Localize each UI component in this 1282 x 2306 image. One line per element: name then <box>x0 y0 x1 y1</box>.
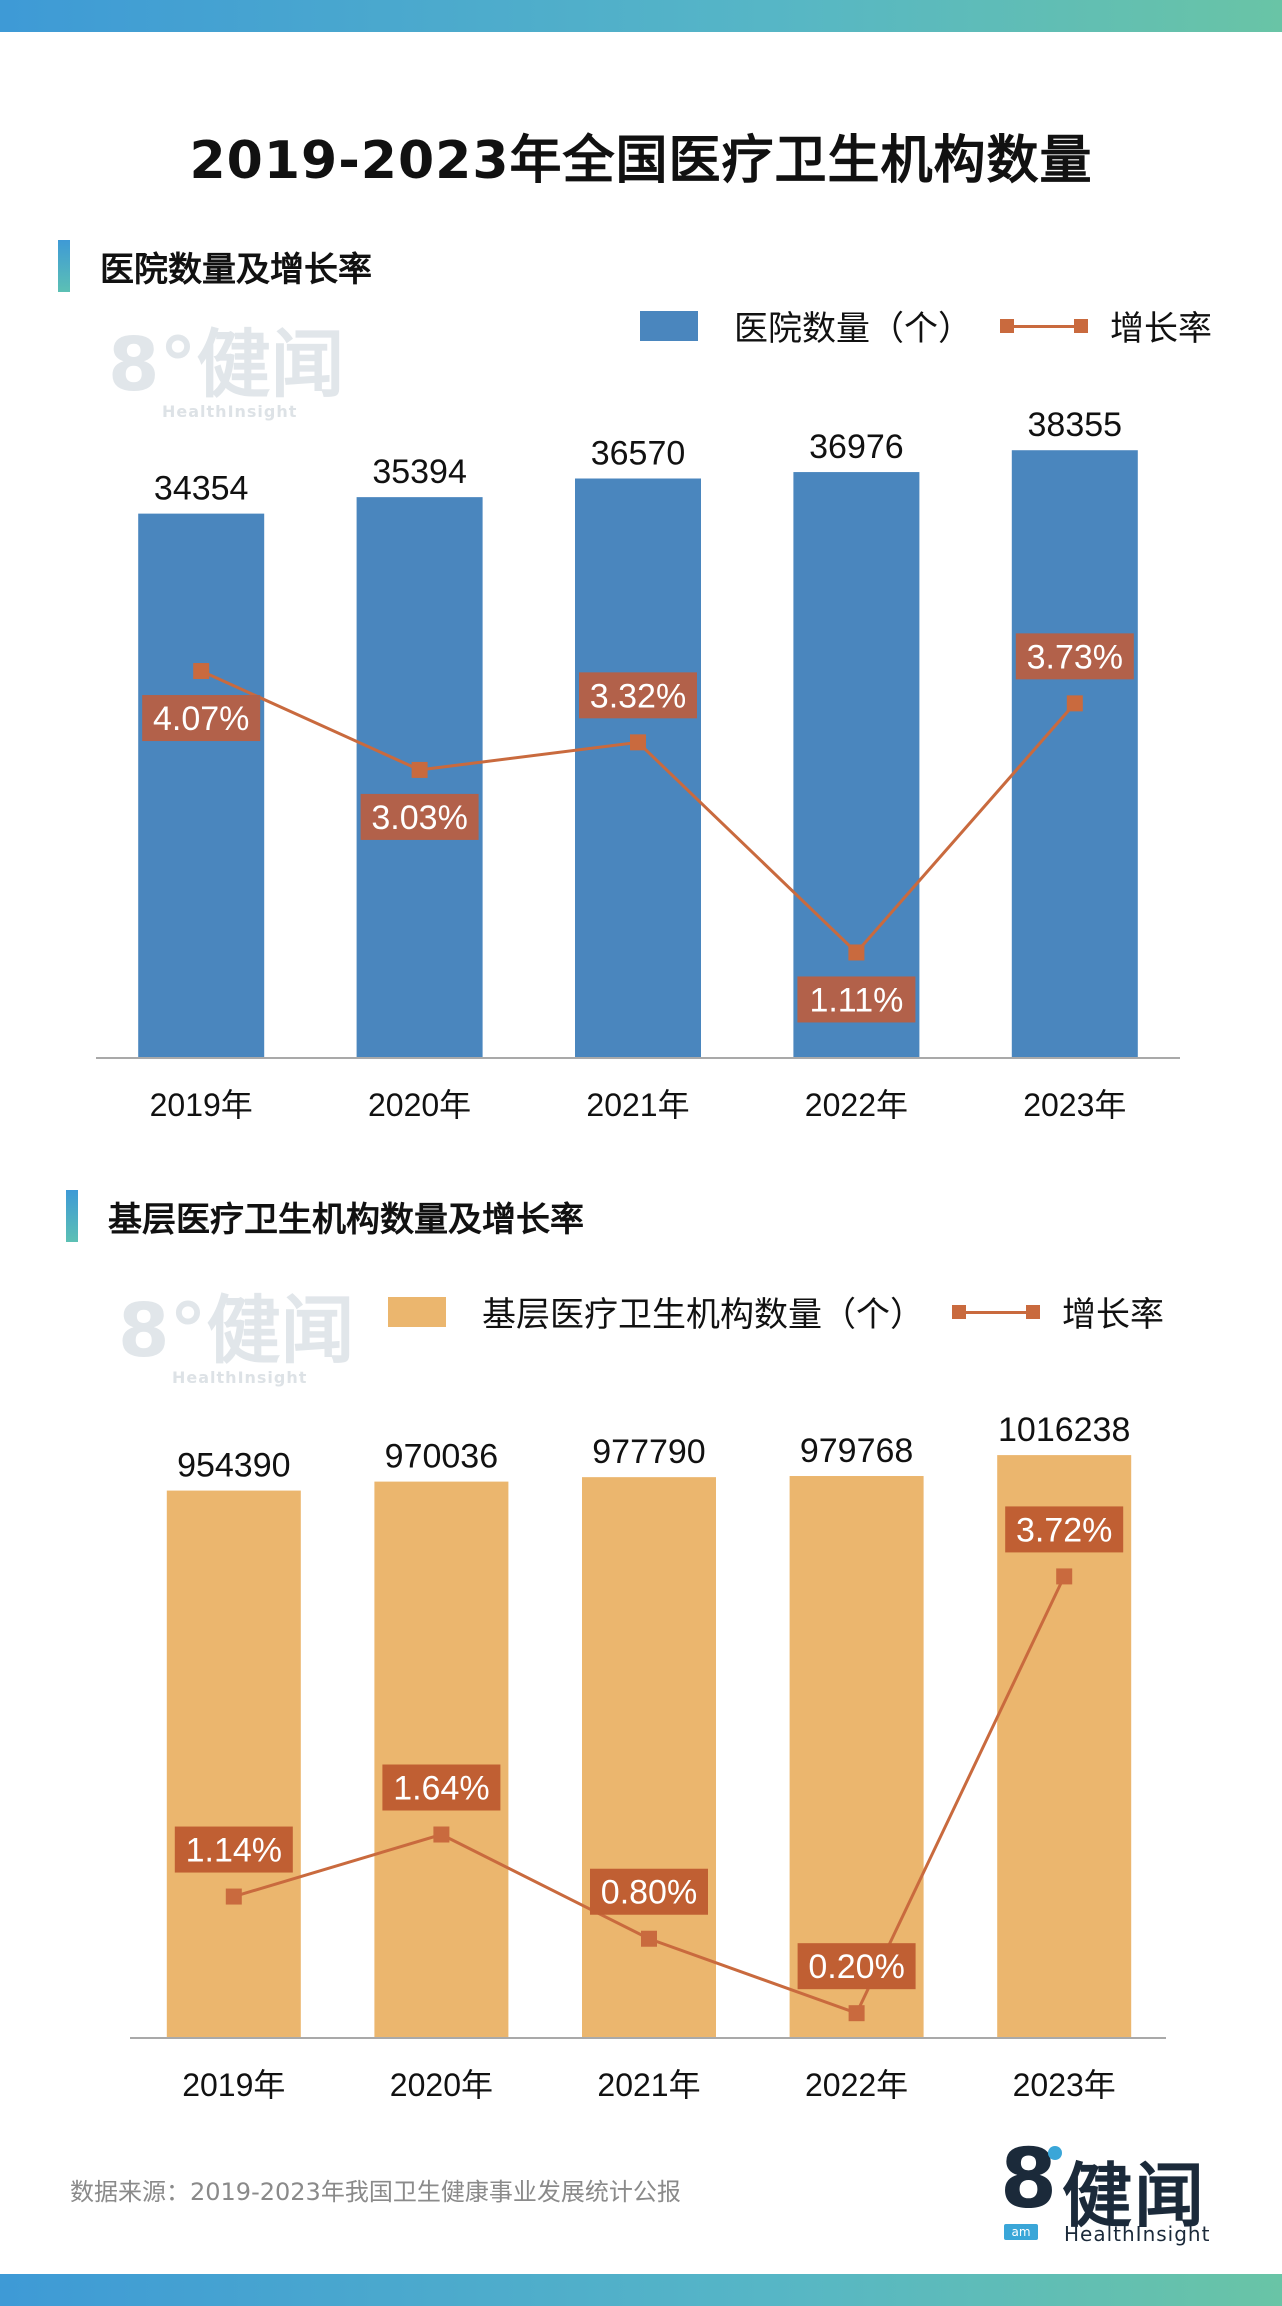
growth-rate-marker <box>1056 1568 1073 1585</box>
section-title-hospitals: 医院数量及增长率 <box>100 249 372 290</box>
growth-rate-label-box <box>360 793 479 840</box>
section-accent-bar <box>66 1190 78 1242</box>
growth-rate-marker <box>630 734 646 751</box>
x-tick-label: 2019年 <box>182 2067 285 2103</box>
legend-line-key <box>952 1302 1040 1322</box>
section-header-primary-care: 基层医疗卫生机构数量及增长率 <box>66 1190 584 1242</box>
logo-text: 健闻 <box>1062 2155 1206 2237</box>
logo-am-badge: am <box>1004 2224 1038 2240</box>
bar-value-label: 34354 <box>154 470 249 508</box>
growth-rate-label: 3.72% <box>1016 1511 1112 1549</box>
growth-rate-label: 4.07% <box>153 700 249 738</box>
watermark-logo: 8°健闻 HealthInsight <box>108 328 345 421</box>
growth-rate-label: 1.14% <box>186 1832 282 1870</box>
watermark-subtext: HealthInsight <box>162 402 298 421</box>
bar-value-label: 35394 <box>372 453 467 491</box>
bar <box>1011 450 1138 1058</box>
watermark-text: 8°健闻 <box>118 1288 355 1374</box>
growth-rate-label-box <box>382 1764 501 1811</box>
brand-logo: 8 健闻 am HealthInsight <box>1000 2132 1230 2246</box>
bar-value-label: 970036 <box>385 1438 498 1476</box>
bar <box>374 1481 509 2038</box>
legend-label-line: 增长率 <box>1110 309 1212 349</box>
section-title-primary-care: 基层医疗卫生机构数量及增长率 <box>108 1199 584 1240</box>
x-tick-label: 2021年 <box>597 2067 700 2103</box>
legend-label-line: 增长率 <box>1062 1295 1164 1335</box>
growth-rate-label-box <box>142 695 261 742</box>
bar-value-label: 977790 <box>592 1433 705 1471</box>
section-accent-bar <box>58 240 70 292</box>
watermark-logo: 8°健闻 HealthInsight <box>118 1294 355 1387</box>
growth-rate-marker <box>193 663 210 680</box>
primary-care-chart: 954390 2019年 970036 2020年 977790 2021年 979768 2… <box>130 1411 1166 2103</box>
legend-swatch-bar <box>388 1296 446 1327</box>
growth-rate-label: 0.20% <box>808 1948 904 1986</box>
growth-rate-marker <box>848 944 865 961</box>
watermark-text: 8°健闻 <box>108 322 345 408</box>
bar-value-label: 979768 <box>800 1432 913 1470</box>
growth-rate-label: 3.73% <box>1027 638 1123 676</box>
x-tick-label: 2019年 <box>150 1087 253 1123</box>
growth-rate-label-box <box>1005 1506 1124 1553</box>
legend-label-bar: 基层医疗卫生机构数量（个） <box>482 1295 924 1335</box>
legend-hospitals: 医院数量（个） 增长率 <box>640 301 1212 350</box>
x-tick-label: 2023年 <box>1023 1087 1126 1123</box>
bar-value-label: 38355 <box>1028 410 1123 444</box>
bar-value-label: 36570 <box>591 435 686 473</box>
logo-subtext: HealthInsight <box>1064 2222 1211 2246</box>
x-tick-label: 2022年 <box>805 1087 908 1123</box>
growth-rate-marker <box>1066 695 1083 712</box>
legend-label-bar: 医院数量（个） <box>734 309 972 349</box>
growth-rate-marker <box>433 1826 450 1843</box>
bar-value-label: 36976 <box>809 428 904 466</box>
x-tick-label: 2022年 <box>805 2067 908 2103</box>
bar <box>575 478 701 1058</box>
growth-rate-label: 1.64% <box>393 1770 489 1808</box>
growth-rate-label-box <box>797 976 916 1023</box>
growth-rate-label: 1.11% <box>809 981 903 1019</box>
growth-rate-label-box <box>1015 633 1134 680</box>
top-gradient-bar <box>0 0 1282 32</box>
growth-rate-label: 3.03% <box>371 799 467 837</box>
growth-rate-label-box <box>174 1826 293 1873</box>
logo-eight: 8 <box>1000 2132 1058 2227</box>
growth-rate-marker <box>848 2005 865 2022</box>
bar-value-label: 954390 <box>177 1447 290 1485</box>
hospital-chart: 34354 2019年 35394 2020年 36570 2021年 36976 2022年… <box>96 410 1180 1123</box>
legend-primary-care: 基层医疗卫生机构数量（个） 增长率 <box>388 1287 1164 1336</box>
page-title: 2019-2023年全国医疗卫生机构数量 <box>189 131 1093 191</box>
data-source-note: 数据来源：2019-2023年我国卫生健康事业发展统计公报 <box>70 2178 681 2206</box>
bar <box>138 513 265 1058</box>
bar <box>793 472 920 1058</box>
growth-rate-label-box <box>797 1943 916 1990</box>
growth-rate-label-box <box>590 1868 708 1915</box>
watermark-subtext: HealthInsight <box>172 1368 308 1387</box>
growth-rate-label: 3.32% <box>590 677 686 715</box>
bottom-gradient-bar <box>0 2274 1282 2306</box>
growth-rate-marker <box>641 1930 657 1947</box>
bar <box>166 1490 301 2038</box>
growth-rate-marker <box>225 1888 242 1905</box>
bar <box>582 1477 716 2038</box>
growth-rate-label-box <box>579 672 697 719</box>
x-tick-label: 2020年 <box>390 2067 493 2103</box>
x-tick-label: 2021年 <box>586 1087 689 1123</box>
legend-swatch-bar <box>640 310 698 341</box>
x-tick-label: 2020年 <box>368 1087 471 1123</box>
legend-line-key <box>1000 316 1088 336</box>
section-header-hospitals: 医院数量及增长率 <box>58 240 372 292</box>
bar-value-label: 1016238 <box>998 1411 1130 1449</box>
growth-rate-label: 0.80% <box>601 1874 697 1912</box>
x-tick-label: 2023年 <box>1013 2067 1116 2103</box>
logo-dot-icon <box>1048 2146 1062 2160</box>
growth-rate-marker <box>411 761 428 778</box>
